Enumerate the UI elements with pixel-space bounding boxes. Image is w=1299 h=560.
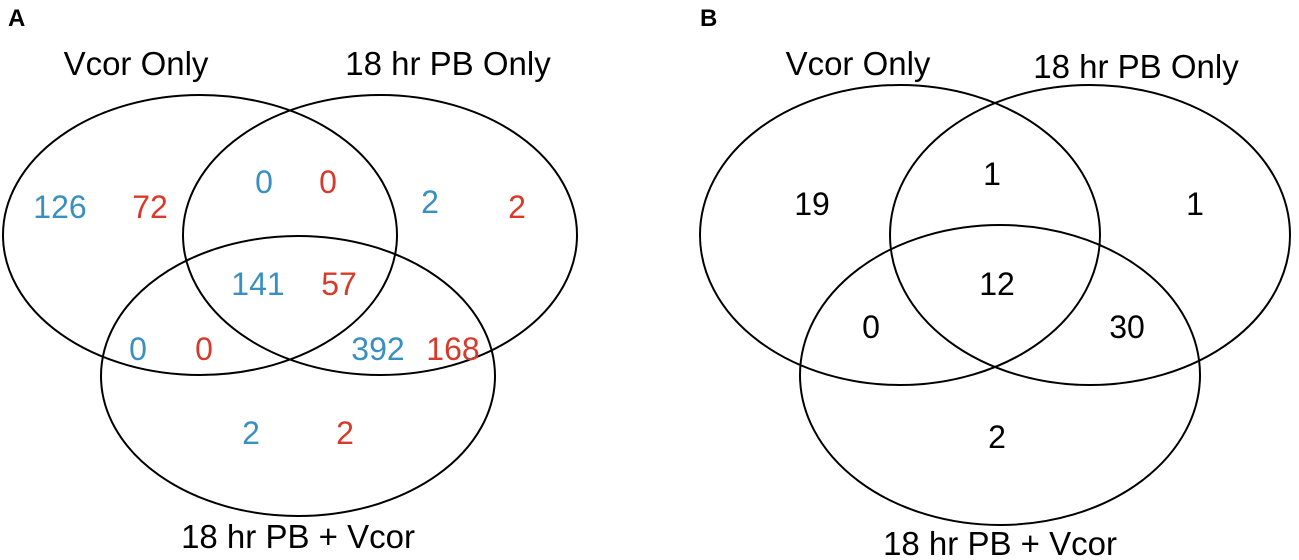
panel-a-vcor-exclusive-red: 72: [132, 189, 168, 225]
panel-a-pb-exclusive-red: 2: [508, 189, 526, 225]
panel-a-vcor-pb-blue: 0: [255, 164, 273, 200]
panel-a-pb-pbvcor-red: 168: [426, 331, 479, 367]
panel-b-vcor-pb: 1: [983, 156, 1001, 192]
panel-a-pbvcor-exclusive-blue: 2: [242, 415, 260, 451]
panel-b-circle-pb-vcor: [799, 224, 1201, 526]
panel-b: B Vcor Only 18 hr PB Only 18 hr PB + Vco…: [699, 5, 1291, 560]
panel-b-label-pb-only: 18 hr PB Only: [1033, 48, 1239, 85]
panel-a: A Vcor Only 18 hr PB Only 18 hr PB + Vco…: [2, 5, 578, 555]
panel-b-all-three: 12: [979, 266, 1015, 302]
panel-b-circle-vcor-only: [699, 84, 1101, 386]
panel-a-pb-pbvcor-blue: 392: [351, 331, 404, 367]
panel-b-circle-pb-only: [889, 84, 1291, 386]
panel-a-vcor-exclusive-blue: 126: [33, 189, 86, 225]
panel-b-letter: B: [700, 5, 717, 32]
panel-a-pb-exclusive-blue: 2: [421, 184, 439, 220]
panel-a-circle-pb-only: [182, 94, 578, 376]
panel-a-all-three-blue: 141: [231, 266, 284, 302]
panel-a-label-pb-vcor: 18 hr PB + Vcor: [181, 518, 415, 555]
panel-a-vcor-pbvcor-blue: 0: [129, 331, 147, 367]
panel-a-vcor-pb-red: 0: [319, 164, 337, 200]
panel-a-all-three-red: 57: [321, 266, 357, 302]
panel-b-label-vcor-only: Vcor Only: [786, 45, 931, 82]
panel-b-label-pb-vcor: 18 hr PB + Vcor: [883, 525, 1117, 560]
panel-b-vcor-exclusive: 19: [794, 186, 830, 222]
panel-a-label-vcor-only: Vcor Only: [64, 45, 209, 82]
panel-a-pbvcor-exclusive-red: 2: [336, 415, 354, 451]
panel-a-circle-vcor-only: [2, 94, 398, 376]
panel-b-pbvcor-exclusive: 2: [988, 419, 1006, 455]
panel-b-pb-exclusive: 1: [1186, 186, 1204, 222]
panel-b-pb-pbvcor: 30: [1109, 309, 1145, 345]
panel-a-label-pb-only: 18 hr PB Only: [345, 45, 551, 82]
panel-b-vcor-pbvcor: 0: [862, 309, 880, 345]
panel-a-vcor-pbvcor-red: 0: [195, 331, 213, 367]
panel-a-circle-pb-vcor: [100, 235, 496, 517]
panel-a-letter: A: [8, 5, 25, 32]
